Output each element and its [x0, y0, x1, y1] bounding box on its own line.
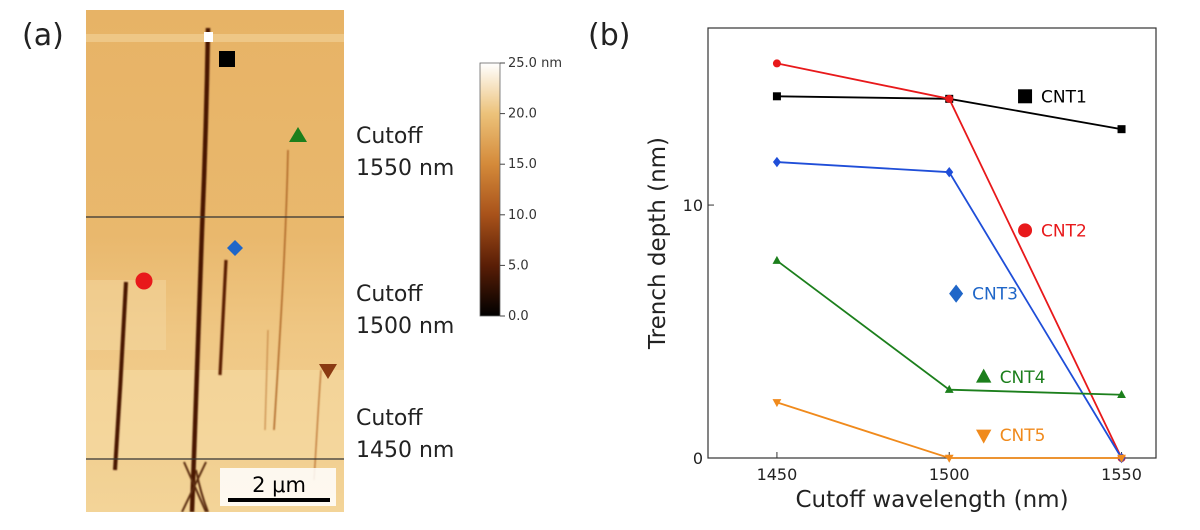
colorbar-tick-label: 10.0 [508, 208, 537, 223]
colorbar-tick-label: 25.0 nm [508, 56, 562, 71]
data-point-cnt4 [944, 384, 954, 393]
cutoff-label-1450: Cutoff 1450 nm [356, 403, 454, 467]
series-label-cnt5: CNT5 [1000, 426, 1046, 446]
cutoff-label-1550: Cutoff 1550 nm [356, 121, 454, 185]
data-point-cnt3 [772, 156, 781, 168]
colorbar-tick-label: 5.0 [508, 258, 529, 273]
series-line-cnt3 [776, 161, 1123, 459]
data-point-cnt1 [1117, 125, 1126, 134]
cutoff-label-line2: 1450 nm [356, 438, 455, 463]
colorbar-tick-label: 20.0 [508, 107, 537, 122]
series-label-cnt3: CNT3 [972, 285, 1018, 305]
marker-cnt2-circle [135, 272, 153, 290]
x-tick-label: 1550 [1101, 465, 1142, 484]
trench-bottom [181, 461, 209, 512]
panel-label-a: (a) [22, 18, 64, 53]
y-tick-label: 10 [683, 196, 703, 215]
cutoff-label-line1: Cutoff [356, 124, 423, 149]
cutoff-label-1500: Cutoff 1500 nm [356, 279, 454, 343]
label-marker-cnt3 [949, 284, 964, 303]
cutoff-label-line1: Cutoff [356, 282, 423, 307]
data-point-cnt2 [945, 94, 954, 103]
label-marker-cnt5 [975, 429, 992, 444]
x-axis-ticks: 1450 1500 1550 [757, 452, 1142, 484]
plot-frame [707, 27, 1157, 459]
marker-cnt4-triangle-up [289, 127, 307, 142]
trench-cnt1 [189, 27, 211, 512]
series-label-cnt2: CNT2 [1041, 221, 1087, 241]
data-point-cnt4 [1117, 389, 1126, 398]
marker-cnt5-triangle-down [319, 364, 337, 379]
trench-faint [264, 329, 269, 431]
label-marker-cnt2 [1018, 223, 1033, 238]
colorbar-ticks: 25.0 nm 20.0 15.0 10.0 5.0 0.0 [500, 56, 562, 324]
colorbar-tick-label: 15.0 [508, 157, 537, 172]
marker-cnt3-diamond [227, 240, 243, 256]
x-tick-label: 1500 [929, 465, 970, 484]
y-tick-label: 0 [693, 449, 703, 468]
data-point-cnt5 [772, 399, 782, 408]
trench-cnt2 [113, 281, 128, 471]
data-point-cnt5 [1117, 454, 1126, 463]
series-line-cnt2 [776, 62, 1123, 459]
height-colorbar: 25.0 nm 20.0 15.0 10.0 5.0 0.0 [479, 56, 562, 324]
trench-cnt3 [218, 259, 228, 376]
afm-topography-map: 2 μm [86, 10, 344, 512]
cutoff-label-line2: 1550 nm [356, 156, 455, 181]
colorbar-gradient [479, 62, 501, 317]
data-series [772, 59, 1126, 464]
trench-depth-chart: 1450 1500 1550 0 10 CNT1 CNT2 CNT3 CNT4 CNT5 Cu… [645, 27, 1157, 513]
scale-bar-label: 2 μm [252, 473, 306, 497]
y-axis-label: Trench depth (nm) [645, 137, 671, 350]
label-marker-cnt1 [1018, 89, 1033, 104]
data-point-cnt5 [944, 454, 954, 463]
afm-bright-band [86, 34, 344, 42]
data-point-cnt3 [945, 166, 954, 178]
afm-image: 2 μm [86, 10, 344, 512]
trench-cnt4 [273, 149, 289, 431]
colorbar-tick-label: 0.0 [508, 309, 529, 324]
data-point-cnt1 [772, 92, 781, 101]
series-line-cnt4 [776, 259, 1122, 396]
panel-label-b: (b) [588, 18, 631, 53]
y-axis-ticks: 0 10 [683, 196, 714, 468]
series-label-cnt4: CNT4 [1000, 368, 1046, 388]
label-marker-cnt4 [975, 368, 992, 383]
series-label-cnt1: CNT1 [1041, 87, 1087, 107]
cutoff-label-line1: Cutoff [356, 406, 423, 431]
cutoff-label-line2: 1500 nm [356, 314, 455, 339]
data-point-cnt4 [772, 255, 782, 264]
data-point-cnt2 [772, 59, 781, 68]
afm-bright-band [86, 370, 344, 460]
series-line-cnt5 [776, 401, 1122, 459]
series-labels: CNT1 CNT2 CNT3 CNT4 CNT5 [949, 87, 1087, 446]
afm-tip-spot [204, 32, 213, 42]
x-axis-label: Cutoff wavelength (nm) [795, 487, 1068, 513]
x-tick-label: 1450 [757, 465, 798, 484]
marker-cnt1-square [219, 51, 235, 67]
